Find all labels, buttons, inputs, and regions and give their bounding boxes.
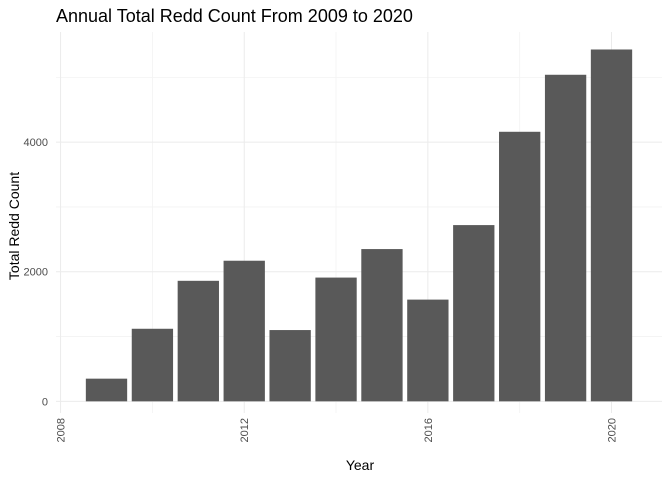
bar-2010 xyxy=(131,328,174,402)
chart-title: Annual Total Redd Count From 2009 to 202… xyxy=(56,6,413,26)
y-tick-label: 4000 xyxy=(24,137,48,149)
y-axis-ticks: 0 2000 4000 xyxy=(24,137,48,408)
x-axis-ticks: 2008 2012 2016 2020 xyxy=(56,418,619,442)
bar-2012 xyxy=(223,260,265,402)
bar-2014 xyxy=(315,277,357,402)
y-tick-label: 2000 xyxy=(24,267,48,279)
bar-2009 xyxy=(85,378,128,402)
bar-2018 xyxy=(499,131,541,402)
bar-2020 xyxy=(590,49,633,402)
bar-2016 xyxy=(407,299,449,402)
bar-2019 xyxy=(544,74,587,402)
y-axis-title: Total Redd Count xyxy=(6,172,22,280)
x-tick-label: 2016 xyxy=(423,418,435,442)
bars xyxy=(85,49,633,402)
bar-2017 xyxy=(453,225,495,402)
y-tick-label: 0 xyxy=(42,396,48,408)
x-axis-title: Year xyxy=(346,457,375,473)
bar-2015 xyxy=(361,249,403,402)
bar-2011 xyxy=(177,280,219,402)
x-tick-label: 2008 xyxy=(56,418,68,442)
x-tick-label: 2012 xyxy=(239,418,251,442)
x-tick-label: 2020 xyxy=(607,418,619,442)
bar-2013 xyxy=(269,330,311,402)
